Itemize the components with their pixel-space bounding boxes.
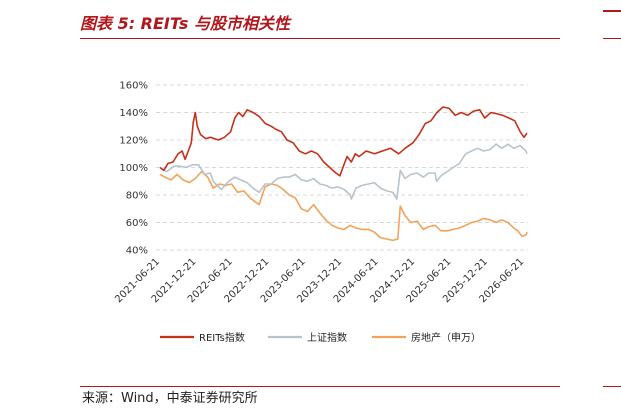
x-axis: 2021-06-212021-12-212022-06-212022-12-21… bbox=[113, 256, 526, 305]
grid-layer bbox=[156, 84, 528, 251]
figure-title: 图表 5: REITs 与股市相关性 bbox=[80, 14, 290, 33]
source-note: 来源：Wind，中泰证券研究所 bbox=[82, 391, 258, 406]
series-layer bbox=[159, 106, 528, 242]
y-axis: 40% 60% 80% 100% 120% 140% 160% bbox=[119, 81, 148, 257]
y-tick-label: 120% bbox=[119, 136, 148, 147]
y-tick-label: 160% bbox=[119, 81, 148, 92]
legend-label: 房地产（申万） bbox=[411, 331, 481, 344]
title-rule bbox=[80, 38, 560, 39]
legend-label: 上证指数 bbox=[307, 331, 347, 344]
series-line-2 bbox=[159, 170, 528, 242]
y-tick-label: 140% bbox=[119, 108, 148, 119]
edge-mark-bottom bbox=[603, 386, 621, 387]
edge-mark-top bbox=[603, 10, 621, 12]
y-tick-label: 80% bbox=[126, 191, 148, 202]
source-rule bbox=[80, 386, 560, 387]
y-tick-label: 60% bbox=[126, 218, 148, 229]
y-tick-label: 40% bbox=[126, 246, 148, 257]
series-line-0 bbox=[159, 106, 528, 177]
edge-mark-mid bbox=[603, 38, 621, 39]
series-line-1 bbox=[159, 143, 528, 200]
legend: REITs指数 上证指数 房地产（申万） bbox=[160, 331, 481, 344]
y-tick-label: 100% bbox=[119, 163, 148, 174]
legend-label: REITs指数 bbox=[199, 331, 245, 344]
